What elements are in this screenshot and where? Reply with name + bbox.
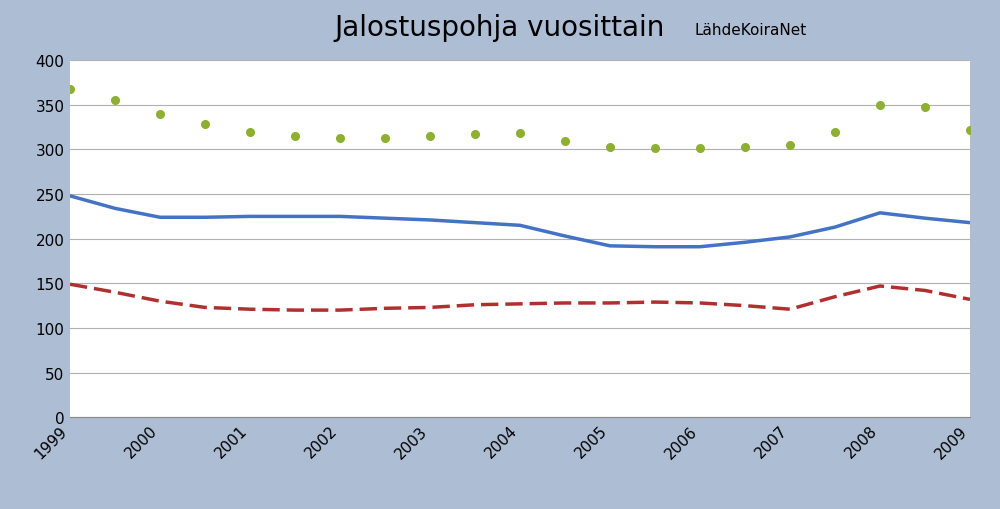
Text: LähdeKoiraNet: LähdeKoiraNet	[695, 23, 807, 38]
Text: Jalostuspohja vuosittain: Jalostuspohja vuosittain	[335, 14, 665, 42]
